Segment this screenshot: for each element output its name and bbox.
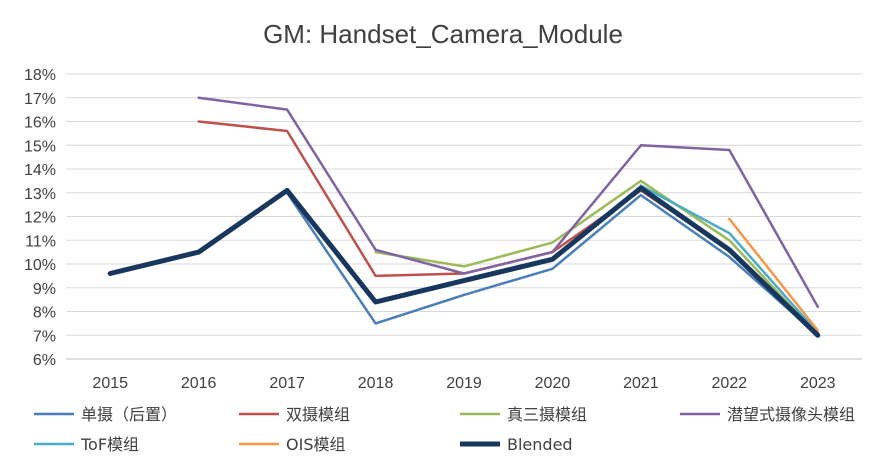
y-tick-label: 13% [24, 186, 56, 203]
x-tick-label: 2022 [712, 375, 748, 392]
series-line-1 [197, 120, 820, 335]
legend: 单摄（后置） 双摄模组 真三摄模组 潜望式摄像头模组 ToF模组 OIS模组 Blended [34, 405, 855, 454]
legend-label: 双摄模组 [286, 405, 350, 424]
y-axis-tick-labels: 18% 17% 16% 15% 14% 13% 12% 11% 10% 9% 8% 7% 6% [24, 67, 56, 369]
chart-title: GM: Handset_Camera_Module [263, 19, 623, 49]
y-tick-label: 9% [33, 281, 56, 298]
legend-label: 潜望式摄像头模组 [727, 405, 855, 424]
x-tick-label: 2015 [92, 375, 128, 392]
legend-label: OIS模组 [286, 435, 345, 454]
x-tick-label: 2019 [446, 375, 482, 392]
x-axis-tick-labels: 2015 2016 2017 2018 2019 2020 2021 2022 2023 [92, 375, 835, 392]
y-tick-label: 17% [24, 91, 56, 108]
series-line-2 [374, 179, 820, 337]
gridlines [66, 73, 862, 360]
legend-label: 单摄（后置） [81, 405, 177, 424]
x-tick-label: 2018 [358, 375, 394, 392]
series-line-4 [639, 184, 820, 335]
series-lines [107, 96, 821, 338]
y-tick-label: 6% [33, 352, 56, 369]
y-tick-label: 14% [24, 162, 56, 179]
legend-label: Blended [507, 435, 573, 454]
y-tick-label: 16% [24, 115, 56, 132]
x-tick-label: 2023 [800, 375, 836, 392]
series-line-3 [197, 96, 820, 309]
y-tick-label: 12% [24, 210, 56, 227]
y-tick-label: 10% [24, 257, 56, 274]
series-line-5 [728, 217, 820, 332]
series-line-0 [285, 191, 820, 337]
y-tick-label: 7% [33, 328, 56, 345]
y-tick-label: 11% [25, 233, 56, 250]
x-tick-label: 2021 [623, 375, 659, 392]
series-line-6 [107, 185, 821, 338]
x-tick-label: 2016 [181, 375, 217, 392]
y-tick-label: 8% [33, 305, 56, 322]
x-tick-label: 2020 [535, 375, 571, 392]
legend-label: 真三摄模组 [507, 405, 587, 424]
legend-label: ToF模组 [80, 435, 139, 454]
y-tick-label: 15% [24, 138, 56, 155]
x-tick-label: 2017 [269, 375, 305, 392]
y-tick-label: 18% [24, 67, 56, 84]
